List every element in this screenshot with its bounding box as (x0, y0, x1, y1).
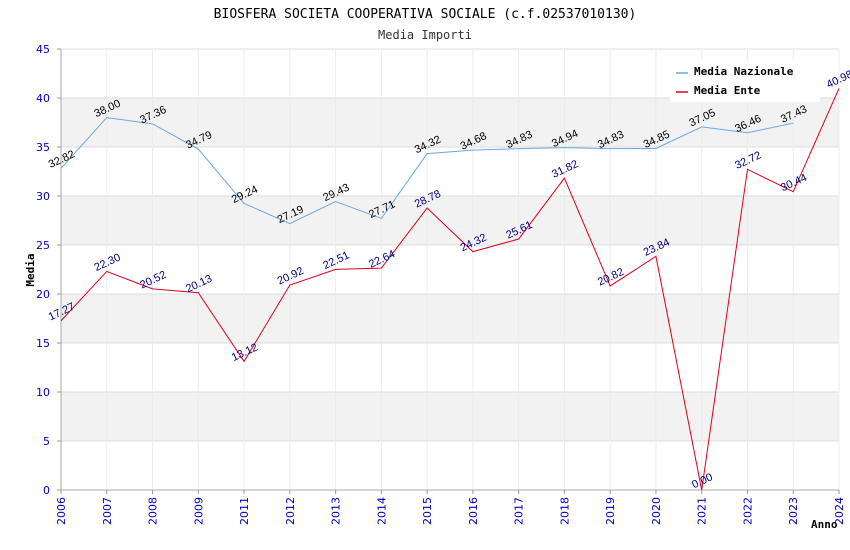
data-label: 20.52 (138, 269, 168, 292)
x-tick-label: 2020 (650, 497, 663, 525)
y-tick-label: 25 (36, 239, 50, 252)
chart-subtitle: Media Importi (378, 28, 472, 42)
x-tick-label: 2009 (192, 497, 205, 525)
x-tick-label: 2023 (787, 497, 800, 525)
x-tick-label: 2022 (741, 497, 754, 525)
y-tick-label: 15 (36, 337, 50, 350)
y-axis-ticks: 0 5 10 15 20 25 30 35 40 45 (36, 43, 61, 497)
series-line-0 (60, 117, 794, 225)
x-tick-label: 2017 (513, 497, 526, 525)
axes (60, 49, 839, 491)
x-axis-ticks: 2006 2007 2008 2009 2011 2012 2013 2014 2015 2016… (55, 490, 846, 525)
x-tick-label: 2007 (101, 497, 114, 525)
data-label: 32.72 (733, 149, 763, 172)
x-tick-label: 2016 (467, 497, 480, 525)
x-tick-label: 2008 (147, 497, 160, 525)
series-line-1 (60, 88, 840, 491)
x-tick-label: 2012 (284, 497, 297, 525)
data-label: 40.98 (825, 68, 850, 91)
chart-title: BIOSFERA SOCIETA COOPERATIVA SOCIALE (c.… (214, 7, 637, 22)
data-label: 22.51 (321, 249, 351, 272)
grid-band (61, 392, 839, 441)
x-tick-label: 2024 (833, 497, 846, 525)
x-tick-label: 2018 (558, 497, 571, 525)
x-tick-label: 2014 (375, 497, 388, 525)
legend-label-media-nazionale: Media Nazionale (694, 65, 794, 78)
y-tick-label: 0 (43, 484, 50, 497)
series-lines (60, 88, 840, 491)
x-tick-label: 2019 (604, 497, 617, 525)
y-tick-label: 40 (36, 92, 50, 105)
x-tick-label: 2015 (421, 497, 434, 525)
data-label: 20.92 (276, 265, 306, 288)
data-label: 20.13 (184, 273, 214, 296)
y-tick-label: 5 (43, 435, 50, 448)
data-label: 22.30 (92, 251, 122, 274)
y-tick-label: 20 (36, 288, 50, 301)
y-tick-label: 35 (36, 141, 50, 154)
x-axis-label: Anno (811, 518, 838, 531)
y-tick-label: 45 (36, 43, 50, 56)
x-tick-label: 2011 (238, 497, 251, 525)
y-axis-label: Media (24, 253, 37, 286)
y-tick-label: 30 (36, 190, 50, 203)
legend-background (670, 60, 820, 102)
grid-band (61, 294, 839, 343)
data-label: 31.82 (550, 158, 580, 181)
gridlines (60, 48, 840, 491)
y-tick-label: 10 (36, 386, 50, 399)
legend: Media Nazionale Media Ente (670, 60, 820, 102)
grid-bands (61, 98, 839, 441)
x-tick-label: 2006 (55, 497, 68, 525)
grid-band (61, 196, 839, 245)
x-tick-label: 2013 (330, 497, 343, 525)
legend-label-media-ente: Media Ente (694, 84, 761, 97)
x-tick-label: 2021 (696, 497, 709, 525)
grid-band (61, 98, 839, 147)
